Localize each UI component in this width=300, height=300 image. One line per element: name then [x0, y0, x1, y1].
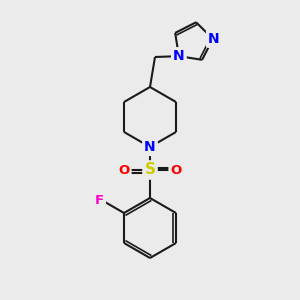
Text: N: N	[144, 140, 156, 154]
Text: O: O	[118, 164, 130, 176]
Text: N: N	[173, 49, 185, 63]
Text: N: N	[208, 32, 220, 46]
Text: O: O	[170, 164, 182, 176]
Text: S: S	[145, 163, 155, 178]
Text: F: F	[95, 194, 104, 206]
